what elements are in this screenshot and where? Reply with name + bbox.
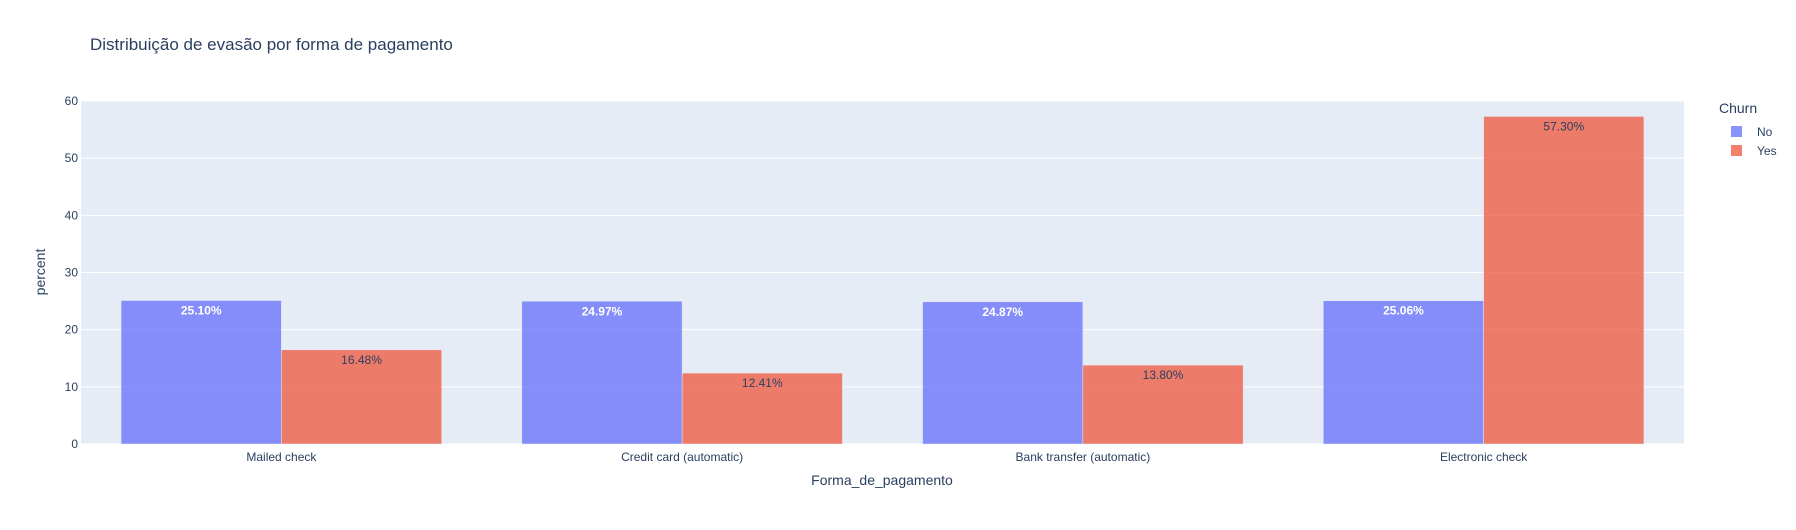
y-tick-label: 0: [71, 437, 78, 451]
y-tick-label: 10: [65, 380, 79, 394]
bar-data-label: 13.80%: [1143, 368, 1184, 382]
bar-data-label: 16.48%: [341, 353, 382, 367]
bar-yes-1: [681, 372, 843, 445]
y-tick-label: 20: [65, 323, 79, 337]
bar-yes-3: [1483, 116, 1645, 445]
y-tick-label: 30: [65, 266, 79, 280]
legend-swatch-no: [1731, 126, 1742, 137]
legend-item-label: Yes: [1757, 144, 1777, 158]
x-tick-label: Electronic check: [1440, 450, 1528, 464]
y-axis-title: percent: [32, 249, 48, 296]
chart-title: Distribuição de evasão por forma de paga…: [90, 35, 453, 54]
bar-no-0: [120, 300, 282, 445]
x-tick-label: Bank transfer (automatic): [1016, 450, 1151, 464]
bar-data-label: 25.06%: [1383, 304, 1424, 318]
bar-no-3: [1323, 300, 1484, 445]
y-tick-label: 50: [65, 151, 79, 165]
bar-data-label: 24.87%: [982, 305, 1023, 319]
y-tick-label: 40: [65, 208, 79, 222]
bar-no-2: [922, 301, 1084, 445]
bar-yes-0: [281, 349, 442, 445]
x-tick-label: Mailed check: [246, 450, 317, 464]
bar-data-label: 12.41%: [742, 376, 783, 390]
legend-title: Churn: [1719, 100, 1757, 116]
bar-no-1: [521, 301, 683, 445]
legend-swatch-yes: [1731, 145, 1742, 156]
x-tick-label: Credit card (automatic): [621, 450, 743, 464]
bar-data-label: 25.10%: [181, 304, 222, 318]
y-tick-label: 60: [65, 94, 79, 108]
bar-yes-2: [1082, 364, 1244, 445]
legend-item-label: No: [1757, 125, 1773, 139]
x-axis-title: Forma_de_pagamento: [811, 472, 953, 488]
bar-data-label: 57.30%: [1543, 119, 1584, 133]
bar-data-label: 24.97%: [582, 304, 623, 318]
